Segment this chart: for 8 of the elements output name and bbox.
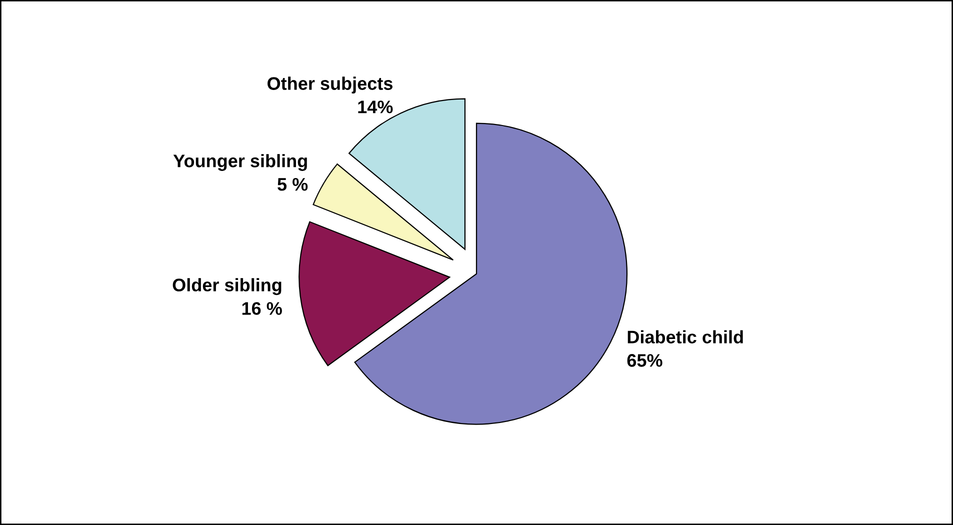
data-label: 16 %: [242, 302, 282, 315]
data-label: 14%: [358, 100, 393, 114]
data-label: 65%: [627, 354, 662, 367]
slice-label: Younger sibling: [173, 154, 307, 171]
slice-label: Other subjects: [268, 76, 392, 94]
slice-label: Older sibling: [172, 278, 282, 296]
data-label: 5 %: [278, 178, 308, 191]
slice-label: Diabetic child: [628, 330, 743, 344]
